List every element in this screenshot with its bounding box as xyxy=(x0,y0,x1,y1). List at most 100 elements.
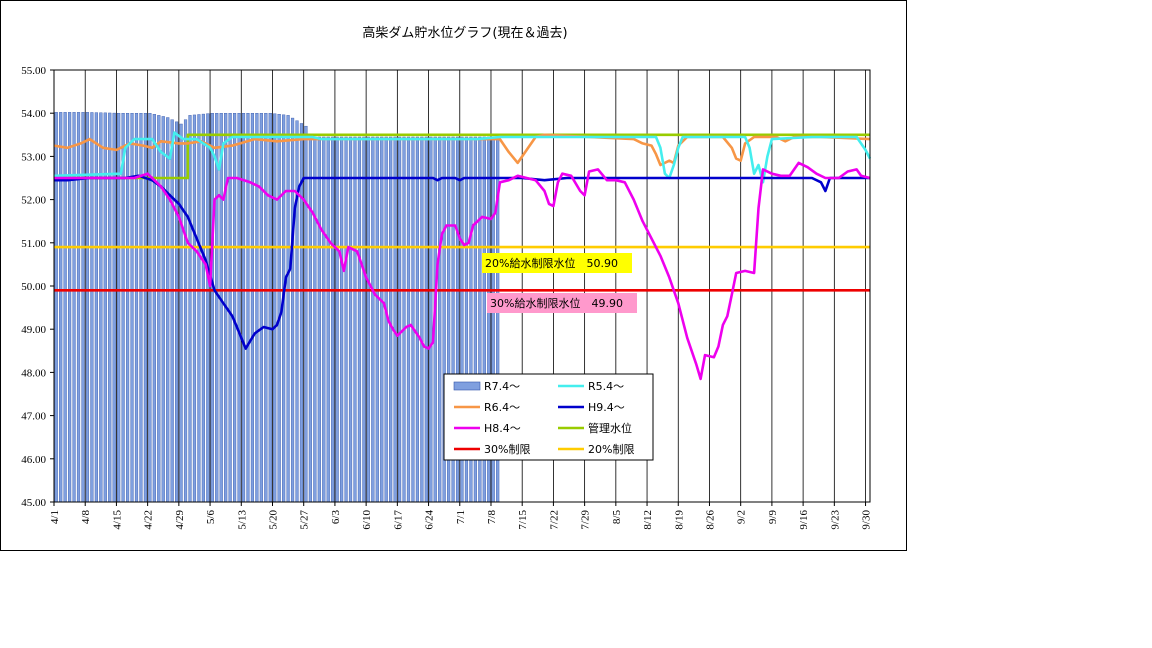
x-tick-label: 4/29 xyxy=(174,510,186,530)
bar xyxy=(375,136,379,503)
bar xyxy=(246,112,250,503)
annotation-label: 20%給水制限水位 50.90 xyxy=(485,256,618,270)
bar xyxy=(255,112,259,503)
annotations: 20%給水制限水位 50.90 30%給水制限水位 49.90 xyxy=(482,253,637,313)
bar xyxy=(63,112,67,503)
bar xyxy=(277,114,281,503)
x-tick-label: 5/20 xyxy=(267,510,279,530)
annotation-box xyxy=(487,293,637,313)
bar xyxy=(295,120,299,503)
bar xyxy=(85,112,90,503)
x-tick-label: 8/5 xyxy=(611,510,623,525)
bar xyxy=(415,136,419,503)
legend-label: R7.4～ xyxy=(484,380,520,393)
y-tick-label: 46.00 xyxy=(21,454,46,466)
bar xyxy=(108,112,112,503)
bar xyxy=(206,113,210,503)
bar xyxy=(117,112,121,503)
legend-label: H8.4～ xyxy=(484,422,521,435)
series-line xyxy=(54,161,871,381)
chart-title: 高柴ダム貯水位グラフ(現在＆過去) xyxy=(362,25,567,41)
x-tick-label: 7/1 xyxy=(455,510,467,524)
bar xyxy=(264,112,268,503)
bar xyxy=(357,136,362,503)
bar xyxy=(148,112,152,503)
legend-label: 管理水位 xyxy=(588,421,632,435)
bar xyxy=(130,112,134,503)
line-series xyxy=(53,131,872,381)
bar xyxy=(112,112,116,503)
x-tick-label: 6/24 xyxy=(424,510,436,530)
bar xyxy=(406,136,411,503)
bar xyxy=(380,136,384,503)
bar xyxy=(308,136,312,503)
y-tick-label: 52.00 xyxy=(21,195,46,207)
bar xyxy=(331,136,335,503)
bar xyxy=(90,112,94,503)
annotation-box xyxy=(482,253,632,273)
bar xyxy=(273,113,277,503)
legend-label: 30%制限 xyxy=(484,443,530,456)
series-line xyxy=(53,131,872,184)
bar xyxy=(201,113,205,503)
bar xyxy=(340,136,344,503)
bar xyxy=(429,136,433,503)
bar xyxy=(304,125,308,503)
bar xyxy=(366,136,370,503)
y-tick-label: 47.00 xyxy=(21,411,46,423)
bar xyxy=(389,136,393,503)
bar xyxy=(402,136,406,503)
legend-swatch xyxy=(453,381,481,391)
legend-label: 20%制限 xyxy=(588,443,634,456)
bar xyxy=(353,136,357,503)
x-tick-label: 4/8 xyxy=(80,510,92,525)
bar xyxy=(317,136,321,503)
bar xyxy=(143,112,147,503)
bar xyxy=(420,136,424,503)
bar xyxy=(68,112,72,503)
x-tick-label: 9/30 xyxy=(861,510,873,530)
bar xyxy=(197,114,201,503)
bar xyxy=(157,115,161,503)
axes: 4/1 4/8 4/15 4/22 4/29 5/6 5/13 5/20 5/27 6/3 6/10… xyxy=(21,65,872,530)
legend-label: R5.4～ xyxy=(588,380,624,393)
x-tick-label: 4/1 xyxy=(49,510,61,524)
bar xyxy=(228,112,232,503)
bar xyxy=(397,136,402,503)
bar xyxy=(348,136,353,503)
bar xyxy=(134,112,139,503)
x-tick-label: 7/8 xyxy=(486,510,498,525)
x-tick-label: 9/9 xyxy=(767,510,779,525)
bar xyxy=(192,114,197,503)
bar xyxy=(210,112,214,503)
bar xyxy=(326,136,330,503)
plot-area-border xyxy=(53,69,871,503)
bar xyxy=(411,136,415,503)
bar xyxy=(438,136,442,503)
y-tick-label: 53.00 xyxy=(21,151,46,163)
x-tick-label: 9/16 xyxy=(798,510,810,530)
x-tick-label: 5/13 xyxy=(236,510,248,530)
y-tick-label: 50.00 xyxy=(21,281,46,293)
bar xyxy=(250,112,255,503)
annotation-label: 30%給水制限水位 49.90 xyxy=(490,296,623,310)
bar xyxy=(268,112,272,503)
x-tick-label: 6/17 xyxy=(392,510,404,530)
x-tick-label: 9/23 xyxy=(829,510,841,530)
x-tick-label: 8/26 xyxy=(704,510,716,530)
y-tick-label: 54.00 xyxy=(21,108,46,120)
y-tick-label: 45.00 xyxy=(21,497,46,509)
bar xyxy=(179,123,183,503)
x-tick-label: 9/2 xyxy=(736,510,748,524)
bar xyxy=(166,117,170,503)
bar xyxy=(344,136,348,503)
bar xyxy=(152,114,156,503)
legend: R7.4～ R5.4～ R6.4～ H9.4～ H8.4～ 管理水位 30%制限 20%制限 xyxy=(443,373,654,461)
series-line xyxy=(53,133,871,167)
bar xyxy=(313,136,317,503)
bar xyxy=(215,112,219,503)
bar xyxy=(322,136,326,503)
bar xyxy=(259,112,263,503)
bar xyxy=(161,116,165,503)
bar xyxy=(335,136,339,503)
